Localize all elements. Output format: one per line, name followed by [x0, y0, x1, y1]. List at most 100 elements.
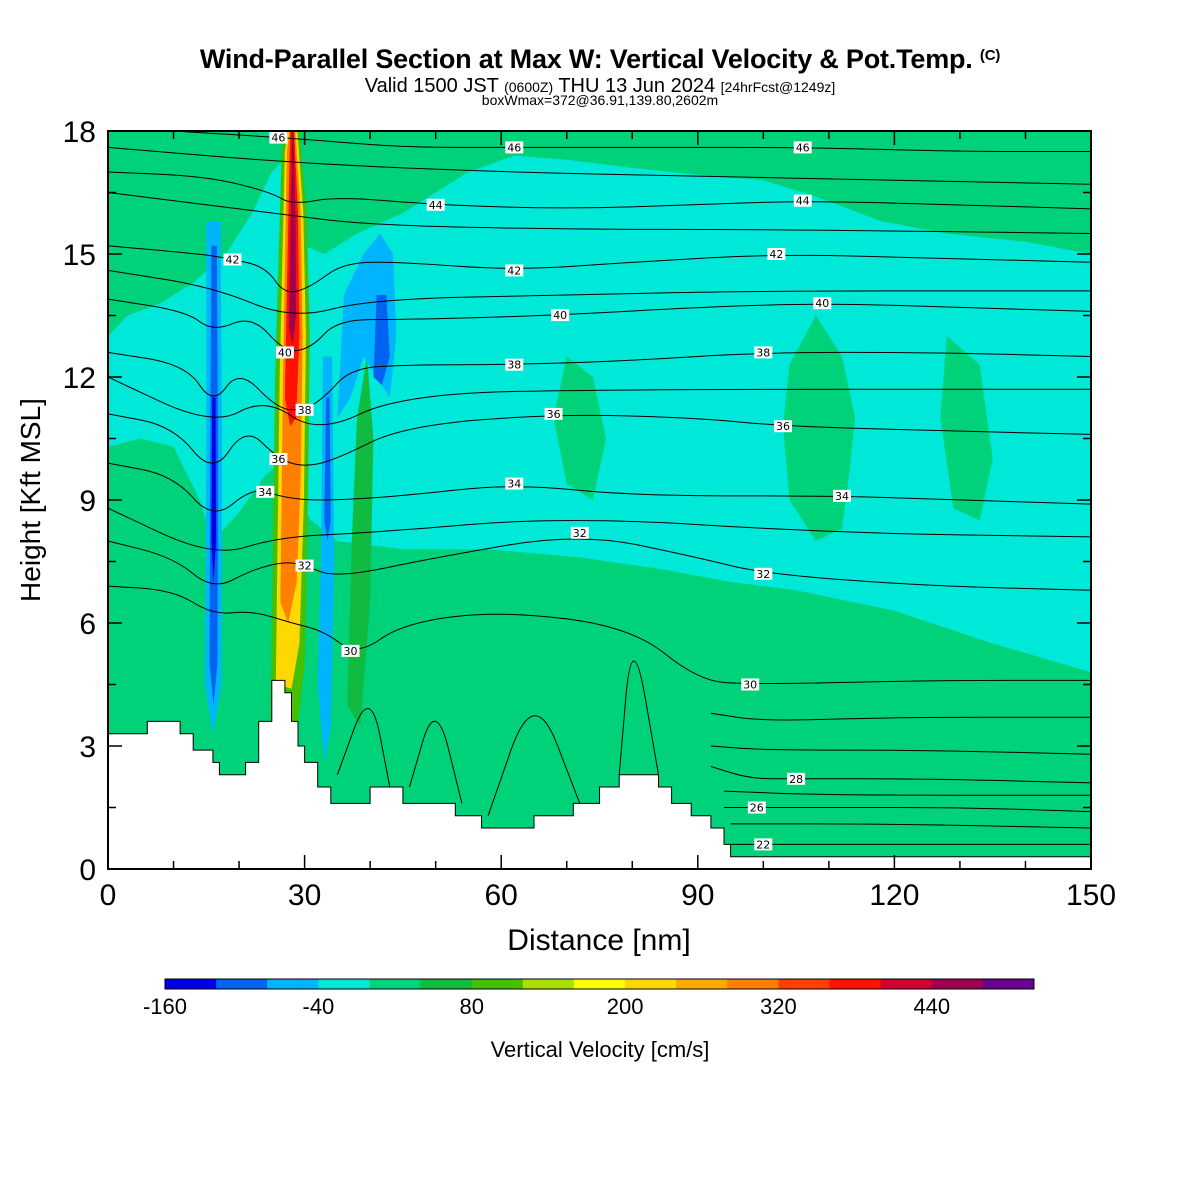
colorbar-cell [522, 979, 575, 989]
box-wmax-info: boxWmax=372@36.91,139.80,2602m [481, 92, 719, 108]
x-tick-label: 90 [681, 879, 714, 912]
contour-label: 34 [258, 486, 272, 499]
y-tick-label: 6 [79, 608, 96, 641]
contour-label: 34 [835, 490, 849, 503]
y-tick-label: 12 [63, 362, 96, 395]
contour-label-box [833, 489, 851, 502]
theta-contour-unlabeled-8 [730, 823, 1091, 829]
y-axis-label: Height [Kft MSL] [15, 398, 46, 602]
colorbar-cell [676, 979, 728, 989]
contour-label-box [754, 567, 773, 580]
colorbar-cell [267, 979, 319, 989]
colorbar-cell [165, 979, 217, 989]
colorbar-frame [164, 978, 1035, 990]
contour-label-box [505, 264, 524, 277]
contour-label: 44 [796, 195, 810, 208]
contour-label-box [813, 297, 832, 310]
contour-label-box [505, 141, 524, 154]
contour-label-box [747, 801, 766, 814]
contour-label-box [767, 248, 786, 260]
contour-label-box [544, 407, 563, 420]
contour-label-box [793, 141, 812, 154]
theta-contour-unlabeled-4 [108, 507, 1091, 551]
theta-contour-unlabeled-7 [723, 790, 1091, 796]
colorbar-tick-label: 440 [913, 994, 950, 1019]
contour-label-box [741, 678, 760, 691]
terrain-layer [108, 679, 1091, 869]
colorbar-tick-label: 80 [459, 994, 483, 1019]
terrain [108, 680, 1091, 869]
theta-contour-unlabeled-9 [336, 708, 391, 788]
contour-label: 40 [278, 346, 292, 359]
theta-contour-44 [108, 171, 1091, 210]
contour-label: 32 [298, 560, 312, 573]
contour-label-box [295, 403, 314, 416]
chart-subtitle: Valid 1500 JST (0600Z) THU 13 Jun 2024 [… [0, 75, 1200, 98]
colorbar-cell [573, 979, 626, 989]
updraft-core [288, 131, 297, 345]
contour-label: 32 [756, 568, 770, 581]
theta-contour-unlabeled-1 [108, 192, 1091, 234]
theta-contours [108, 131, 1091, 845]
downdraft-blue-3 [373, 295, 390, 386]
x-tick-label: 120 [869, 879, 919, 912]
contour-label: 22 [756, 838, 770, 851]
subtitle-forecast: [24hrFcst@1249z] [720, 79, 836, 95]
contour-label: 46 [796, 141, 810, 154]
x-tick-label: 0 [100, 879, 117, 912]
theta-contour-unlabeled-0 [108, 146, 1091, 185]
theta-contour-unlabeled-6 [710, 745, 1091, 755]
contour-label: 42 [226, 254, 240, 267]
contour-label: 42 [769, 248, 783, 261]
subtitle-utc: (0600Z) [504, 79, 554, 95]
x-tick-label: 60 [485, 879, 518, 912]
secondary-updraft [347, 356, 374, 726]
terrain-outline [108, 679, 1091, 858]
contour-label-box [754, 838, 773, 851]
theta-contour-unlabeled-2 [108, 269, 1091, 314]
contour-label: 36 [776, 420, 790, 433]
contour-label-box [505, 358, 524, 371]
contour-label-box [774, 420, 792, 433]
colorbar-cell [471, 979, 524, 989]
contour-label: 46 [271, 132, 285, 145]
x-tick-label: 30 [288, 879, 321, 912]
colorbar-cell [829, 979, 882, 989]
colorbar-tick-label: -160 [143, 994, 187, 1019]
colorbar-cell [318, 979, 370, 989]
theta-contour-unlabeled-10 [409, 720, 463, 804]
subtitle-valid: Valid 1500 JST [364, 75, 499, 97]
colorbar-cell [216, 979, 268, 989]
contour-label-box [426, 198, 445, 211]
colorbar-tick-label: 200 [607, 994, 644, 1019]
green-region-4 [553, 356, 607, 500]
title-main: Wind-Parallel Section at Max W: Vertical… [199, 44, 973, 74]
theta-contour-unlabeled-12 [618, 660, 659, 775]
theta-contour-34 [108, 462, 1091, 512]
colorbar-tick-label: -40 [303, 994, 335, 1019]
contour-label-box [223, 253, 242, 266]
theta-contour-26 [724, 806, 1091, 813]
contour-label: 28 [789, 773, 803, 786]
contour-labels: 46 46 46 44 44 42 42 42 40 40 40 38 38 38 36 36 36 34 34 34… [223, 131, 851, 851]
theta-contour-unlabeled-5 [710, 712, 1091, 721]
theta-contour-unlabeled-11 [487, 715, 581, 816]
theta-contour-unlabeled-3 [108, 376, 1091, 426]
y-tick-label: 15 [63, 239, 96, 272]
x-tick-label: 150 [1066, 879, 1116, 912]
contour-label-box [269, 453, 288, 465]
colorbar: -160 -40 80 200 320 440 [143, 978, 1035, 1019]
colorbar-cell [931, 979, 984, 989]
contour-label: 26 [750, 802, 764, 815]
contour-label: 38 [507, 359, 521, 372]
contour-label-box [754, 346, 773, 359]
colorbar-cell [982, 979, 1035, 989]
colorbar-cell [727, 979, 779, 989]
green-region-2 [783, 315, 856, 541]
colorbar-cell [778, 979, 831, 989]
theta-contour-40 [108, 298, 1091, 352]
chart-title: Wind-Parallel Section at Max W: Vertical… [0, 44, 1200, 75]
contour-label: 34 [507, 478, 521, 491]
contour-label: 40 [815, 297, 829, 310]
